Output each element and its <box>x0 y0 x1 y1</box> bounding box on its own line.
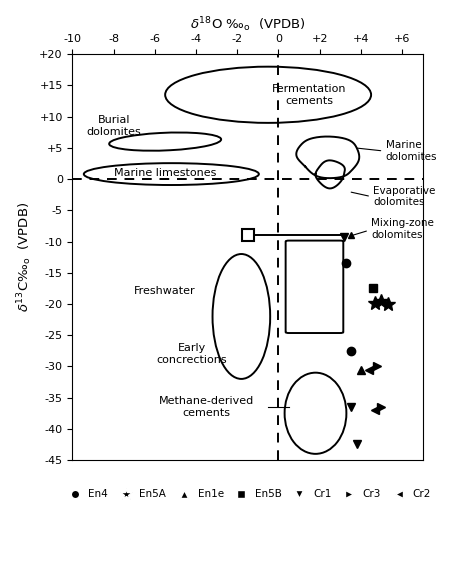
Y-axis label: $\delta^{13}$C‰$_{\rm o}$  (VPDB): $\delta^{13}$C‰$_{\rm o}$ (VPDB) <box>15 202 34 312</box>
Legend: En4, En5A, En1e, En5B, Cr1, Cr3, Cr2: En4, En5A, En1e, En5B, Cr1, Cr3, Cr2 <box>60 485 434 504</box>
Text: Freshwater: Freshwater <box>134 287 196 296</box>
Text: Burial
dolomites: Burial dolomites <box>86 115 141 137</box>
X-axis label: $\delta^{18}$O ‰$_{\rm o}$  (VPDB): $\delta^{18}$O ‰$_{\rm o}$ (VPDB) <box>189 15 305 34</box>
Text: Marine limestones: Marine limestones <box>114 168 216 178</box>
Text: Evaporative
dolomites: Evaporative dolomites <box>373 186 435 208</box>
Text: Early
concrections: Early concrections <box>156 343 227 365</box>
Text: Marine
dolomites: Marine dolomites <box>385 140 436 162</box>
Text: Fermentation
cements: Fermentation cements <box>272 84 346 105</box>
Text: Mixing-zone
dolomites: Mixing-zone dolomites <box>370 218 433 240</box>
Text: Methane-derived
cements: Methane-derived cements <box>158 396 253 418</box>
